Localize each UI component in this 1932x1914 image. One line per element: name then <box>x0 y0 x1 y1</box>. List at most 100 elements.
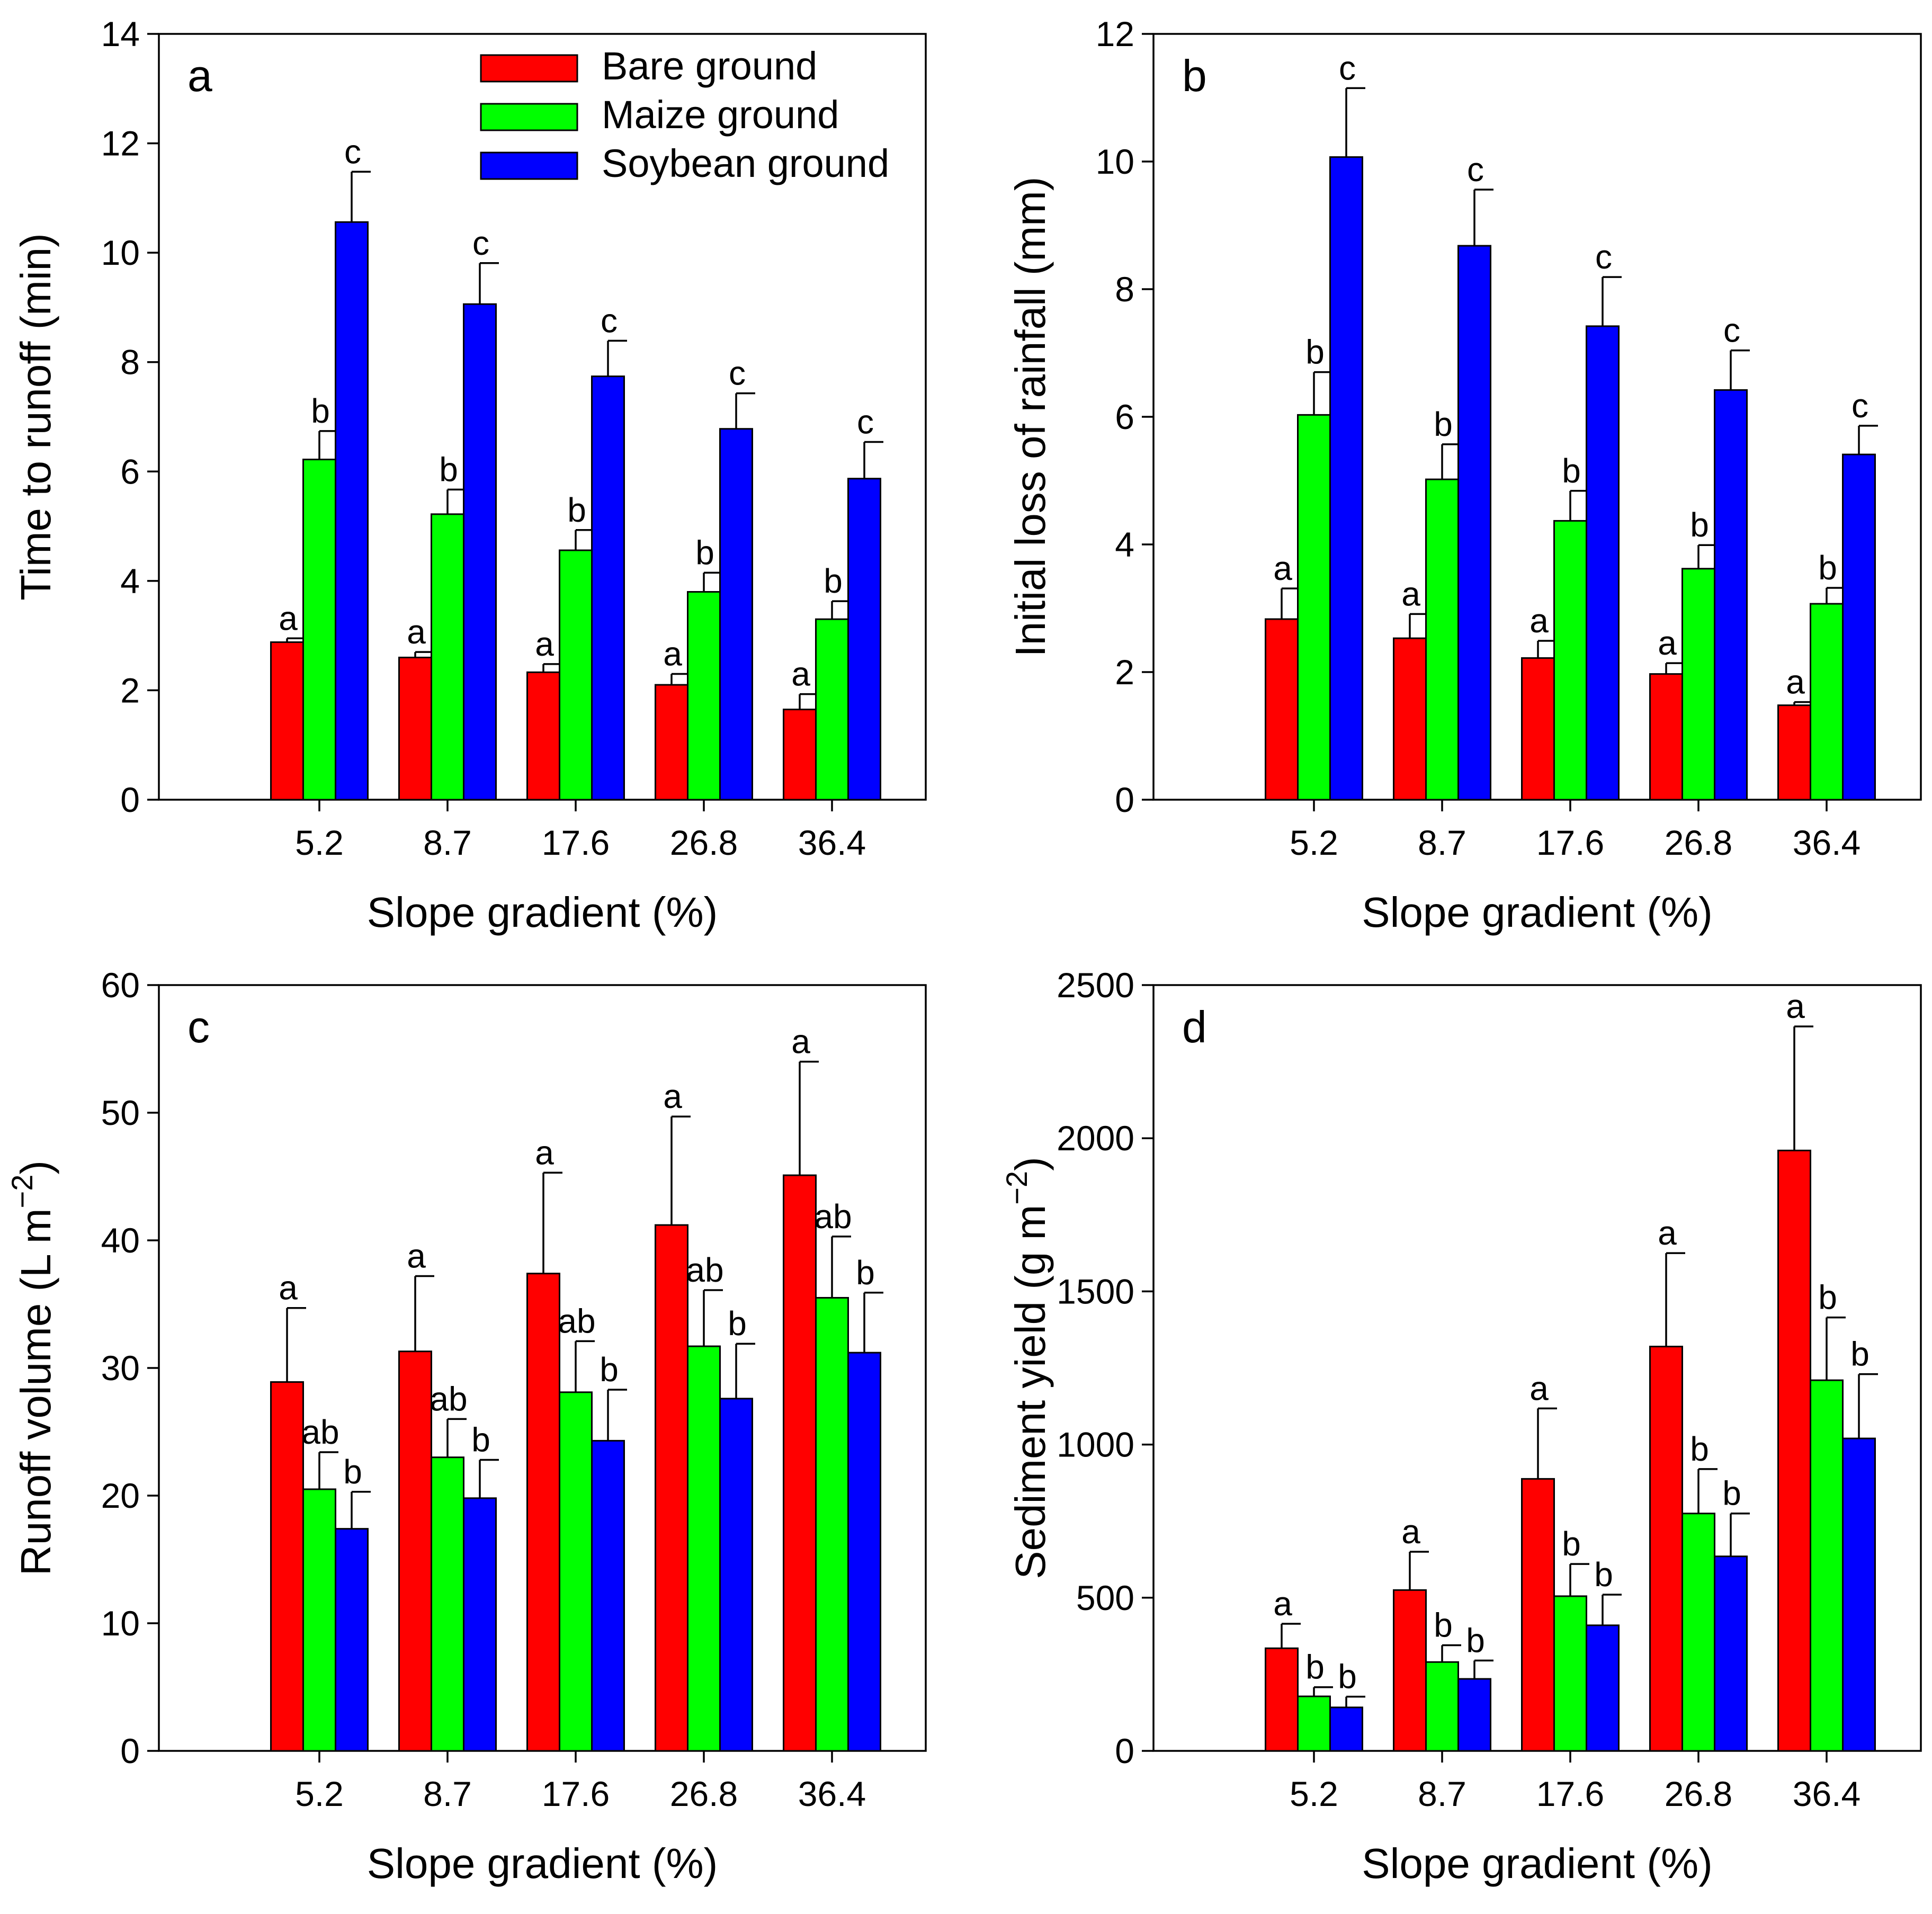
bar-maize-5.2 <box>1297 414 1331 801</box>
bar-soybean-36.4 <box>847 478 881 801</box>
y-tick-label: 10 <box>101 233 140 272</box>
bar-soybean-36.4 <box>1842 1437 1876 1752</box>
significance-letter: c <box>857 403 874 441</box>
bar-bare-5.2 <box>270 641 304 801</box>
significance-letter: a <box>1529 1369 1549 1407</box>
panel-b: 0 2 4 6 8 10 12 5.2 a b c 8.7 a b c 17.6 a b c 26.8 a b c 36.4 a… <box>1007 14 1922 936</box>
bar-bare-17.6 <box>526 1273 560 1752</box>
y-tick-label: 500 <box>1076 1578 1134 1617</box>
bar-soybean-17.6 <box>1586 1624 1620 1752</box>
bar-maize-26.8 <box>687 1345 721 1752</box>
y-tick-label: 6 <box>120 452 140 491</box>
bar-soybean-17.6 <box>591 375 625 801</box>
y-tick-label: 50 <box>101 1093 140 1132</box>
x-tick-label: 5.2 <box>1290 823 1338 862</box>
bar-soybean-5.2 <box>1329 156 1363 801</box>
legend-label: Maize ground <box>602 93 839 137</box>
x-tick-label: 17.6 <box>542 823 610 862</box>
x-axis-title: Slope gradient (%) <box>1362 889 1713 936</box>
panel-letter: d <box>1182 1002 1207 1052</box>
bar-bare-17.6 <box>526 671 560 801</box>
y-axis-title-main: Sediment yield (g m <box>1007 1205 1054 1579</box>
y-tick-label: 4 <box>120 561 140 601</box>
y-tick-label: 2500 <box>1057 965 1134 1005</box>
bar-bare-8.7 <box>398 1350 432 1752</box>
bar-soybean-26.8 <box>1714 1555 1748 1752</box>
y-tick-label: 2000 <box>1057 1119 1134 1158</box>
x-tick-label: 8.7 <box>1418 823 1466 862</box>
significance-letter: b <box>600 1350 619 1389</box>
bar-bare-17.6 <box>1521 1478 1555 1752</box>
bar-bare-5.2 <box>1265 1647 1299 1752</box>
significance-letter: c <box>1851 387 1868 425</box>
significance-letter: a <box>279 599 298 637</box>
y-axis-title-superscript: −2 <box>5 1175 39 1209</box>
bar-maize-26.8 <box>1681 1513 1715 1752</box>
bar-maize-26.8 <box>687 591 721 801</box>
y-tick-label: 40 <box>101 1221 140 1260</box>
x-tick-label: 8.7 <box>1418 1774 1466 1813</box>
bar-bare-26.8 <box>655 684 688 801</box>
significance-letter: a <box>1273 549 1292 587</box>
significance-letter: b <box>1434 405 1453 443</box>
significance-letter: ab <box>558 1302 595 1340</box>
significance-letter: b <box>439 450 458 488</box>
bar-bare-17.6 <box>1521 657 1555 801</box>
significance-letter: a <box>791 1023 810 1061</box>
y-axis-title: Sediment yield (g m−2) <box>1000 1157 1054 1579</box>
bar-maize-17.6 <box>1553 1595 1587 1752</box>
legend-swatch-maize <box>480 103 578 131</box>
y-tick-label: 8 <box>120 343 140 382</box>
significance-letter: c <box>1339 49 1356 87</box>
significance-letter: b <box>1722 1474 1741 1513</box>
x-tick-label: 36.4 <box>1793 1774 1861 1813</box>
panel-letter: c <box>187 1002 210 1052</box>
significance-letter: ab <box>301 1413 339 1451</box>
x-tick-label: 5.2 <box>1290 1774 1338 1813</box>
significance-letter: a <box>535 625 554 663</box>
bar-maize-8.7 <box>1425 1661 1459 1752</box>
bar-soybean-8.7 <box>1457 245 1491 801</box>
bar-maize-36.4 <box>1810 603 1844 801</box>
bar-maize-36.4 <box>815 1296 849 1752</box>
significance-letter: b <box>1305 333 1325 371</box>
y-tick-label: 1000 <box>1057 1425 1134 1464</box>
x-axis-title: Slope gradient (%) <box>367 1840 718 1887</box>
panel-letter: b <box>1182 51 1207 101</box>
x-tick-label: 36.4 <box>798 823 866 862</box>
y-tick-label: 0 <box>120 780 140 819</box>
significance-letter: a <box>407 1237 426 1275</box>
significance-letter: a <box>1273 1585 1292 1623</box>
bar-soybean-8.7 <box>463 1497 497 1752</box>
bar-bare-5.2 <box>1265 618 1299 801</box>
bar-soybean-26.8 <box>719 428 753 801</box>
significance-letter: ab <box>686 1251 723 1289</box>
bar-bare-5.2 <box>270 1381 304 1752</box>
bar-soybean-8.7 <box>1457 1678 1491 1752</box>
bar-maize-17.6 <box>559 549 593 801</box>
y-tick-label: 1500 <box>1057 1272 1134 1311</box>
panel-letter: a <box>187 51 212 101</box>
x-tick-label: 17.6 <box>1536 1774 1604 1813</box>
x-tick-label: 17.6 <box>1536 823 1604 862</box>
legend-label: Soybean ground <box>602 141 889 185</box>
significance-letter: a <box>1658 1214 1677 1252</box>
significance-letter: b <box>824 562 843 600</box>
legend-label: Bare ground <box>602 44 817 88</box>
significance-letter: c <box>1467 150 1484 189</box>
panel-a: 0 2 4 6 8 10 12 14 5.2 a b c 8.7 a b c 17.6 a b c 26.8 a b c 36.… <box>12 14 927 936</box>
significance-letter: a <box>1529 602 1549 640</box>
significance-letter: a <box>279 1269 298 1307</box>
bar-bare-36.4 <box>1777 1149 1811 1752</box>
x-tick-label: 8.7 <box>423 1774 472 1813</box>
x-tick-label: 8.7 <box>423 823 472 862</box>
bar-soybean-17.6 <box>591 1439 625 1752</box>
significance-letter: c <box>729 354 746 392</box>
x-tick-label: 26.8 <box>1665 1774 1732 1813</box>
bar-soybean-36.4 <box>1842 453 1876 801</box>
significance-letter: c <box>601 301 618 339</box>
significance-letter: ab <box>430 1380 467 1418</box>
y-tick-label: 2 <box>120 670 140 710</box>
